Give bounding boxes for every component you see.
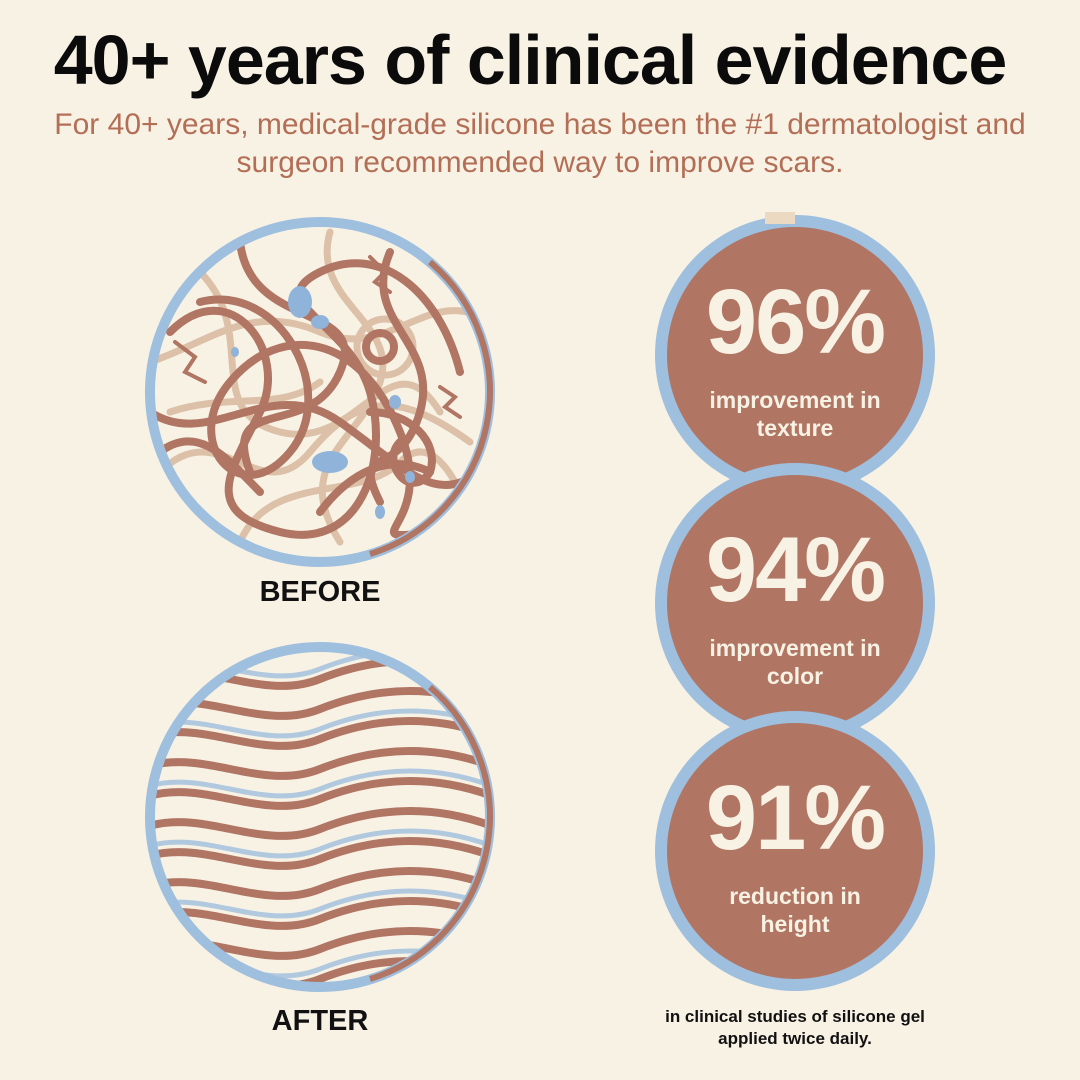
after-label: AFTER [271, 1005, 369, 1037]
page-subtitle: For 40+ years, medical-grade silicone ha… [54, 108, 1026, 179]
stat-ring [655, 463, 935, 746]
stat-ring [655, 711, 935, 991]
stat-label: improvement in color [709, 635, 881, 689]
after-scar-illustration [145, 642, 495, 992]
footnote: in clinical studies of silicone gel appl… [665, 1007, 925, 1048]
stat-value: 91% [705, 767, 886, 869]
stat-badge-texture: 96% improvement in texture [650, 210, 940, 500]
before-label: BEFORE [259, 576, 381, 608]
stat-label: reduction in height [729, 883, 861, 937]
stat-ring [655, 212, 935, 495]
stat-badge-color: 94% improvement in color [650, 458, 940, 748]
before-scar-illustration [145, 217, 495, 567]
stat-value: 94% [705, 519, 886, 621]
stat-badge-height: 91% reduction in height [650, 706, 940, 996]
stat-label: improvement in texture [709, 387, 881, 441]
stat-value: 96% [705, 271, 886, 373]
page-title: 40+ years of clinical evidence [53, 21, 1008, 99]
